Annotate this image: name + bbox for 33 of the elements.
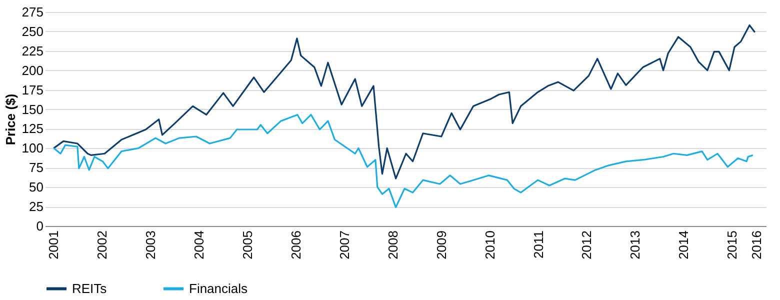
y-tick-label: 0	[36, 218, 44, 234]
x-tick-label: 2008	[385, 230, 400, 260]
x-tick-label: 2007	[336, 230, 352, 260]
y-tick-label: 100	[22, 140, 44, 156]
y-tick-label: 250	[22, 24, 44, 39]
legend-label: REITs	[72, 280, 108, 296]
y-tick-label: 275	[22, 4, 44, 20]
x-tick-label: 2001	[46, 230, 62, 260]
x-tick-label: 2016	[748, 230, 764, 260]
x-tick-label: 2009	[434, 230, 449, 260]
y-tick-label: 25	[29, 199, 44, 214]
x-tick-label: 2015	[724, 230, 740, 260]
y-tick-label: 200	[22, 62, 44, 78]
x-tick-label: 2002	[94, 230, 110, 260]
y-tick-label: 75	[29, 160, 44, 176]
line-series	[52, 24, 756, 180]
x-tick-label: 2005	[240, 230, 256, 260]
y-tick-label: 125	[22, 121, 44, 136]
x-tick-label: 2013	[628, 230, 643, 260]
y-tick-label: 175	[22, 82, 44, 98]
x-tick-label: 2010	[482, 230, 498, 260]
legend-label: Financials	[189, 280, 248, 296]
x-tick-label: 2006	[288, 230, 304, 260]
x-tick-label: 2003	[143, 230, 158, 260]
y-tick-label: 225	[22, 43, 44, 58]
x-tick-label: 2004	[192, 230, 207, 260]
x-tick-label: 2014	[676, 230, 692, 260]
y-tick-label: 150	[22, 102, 44, 117]
x-tick-label: 2011	[530, 230, 546, 258]
y-axis-title: Price ($)	[2, 94, 18, 146]
x-tick-label: 2012	[579, 230, 594, 260]
line-series	[52, 114, 754, 208]
y-tick-label: 50	[29, 180, 44, 195]
